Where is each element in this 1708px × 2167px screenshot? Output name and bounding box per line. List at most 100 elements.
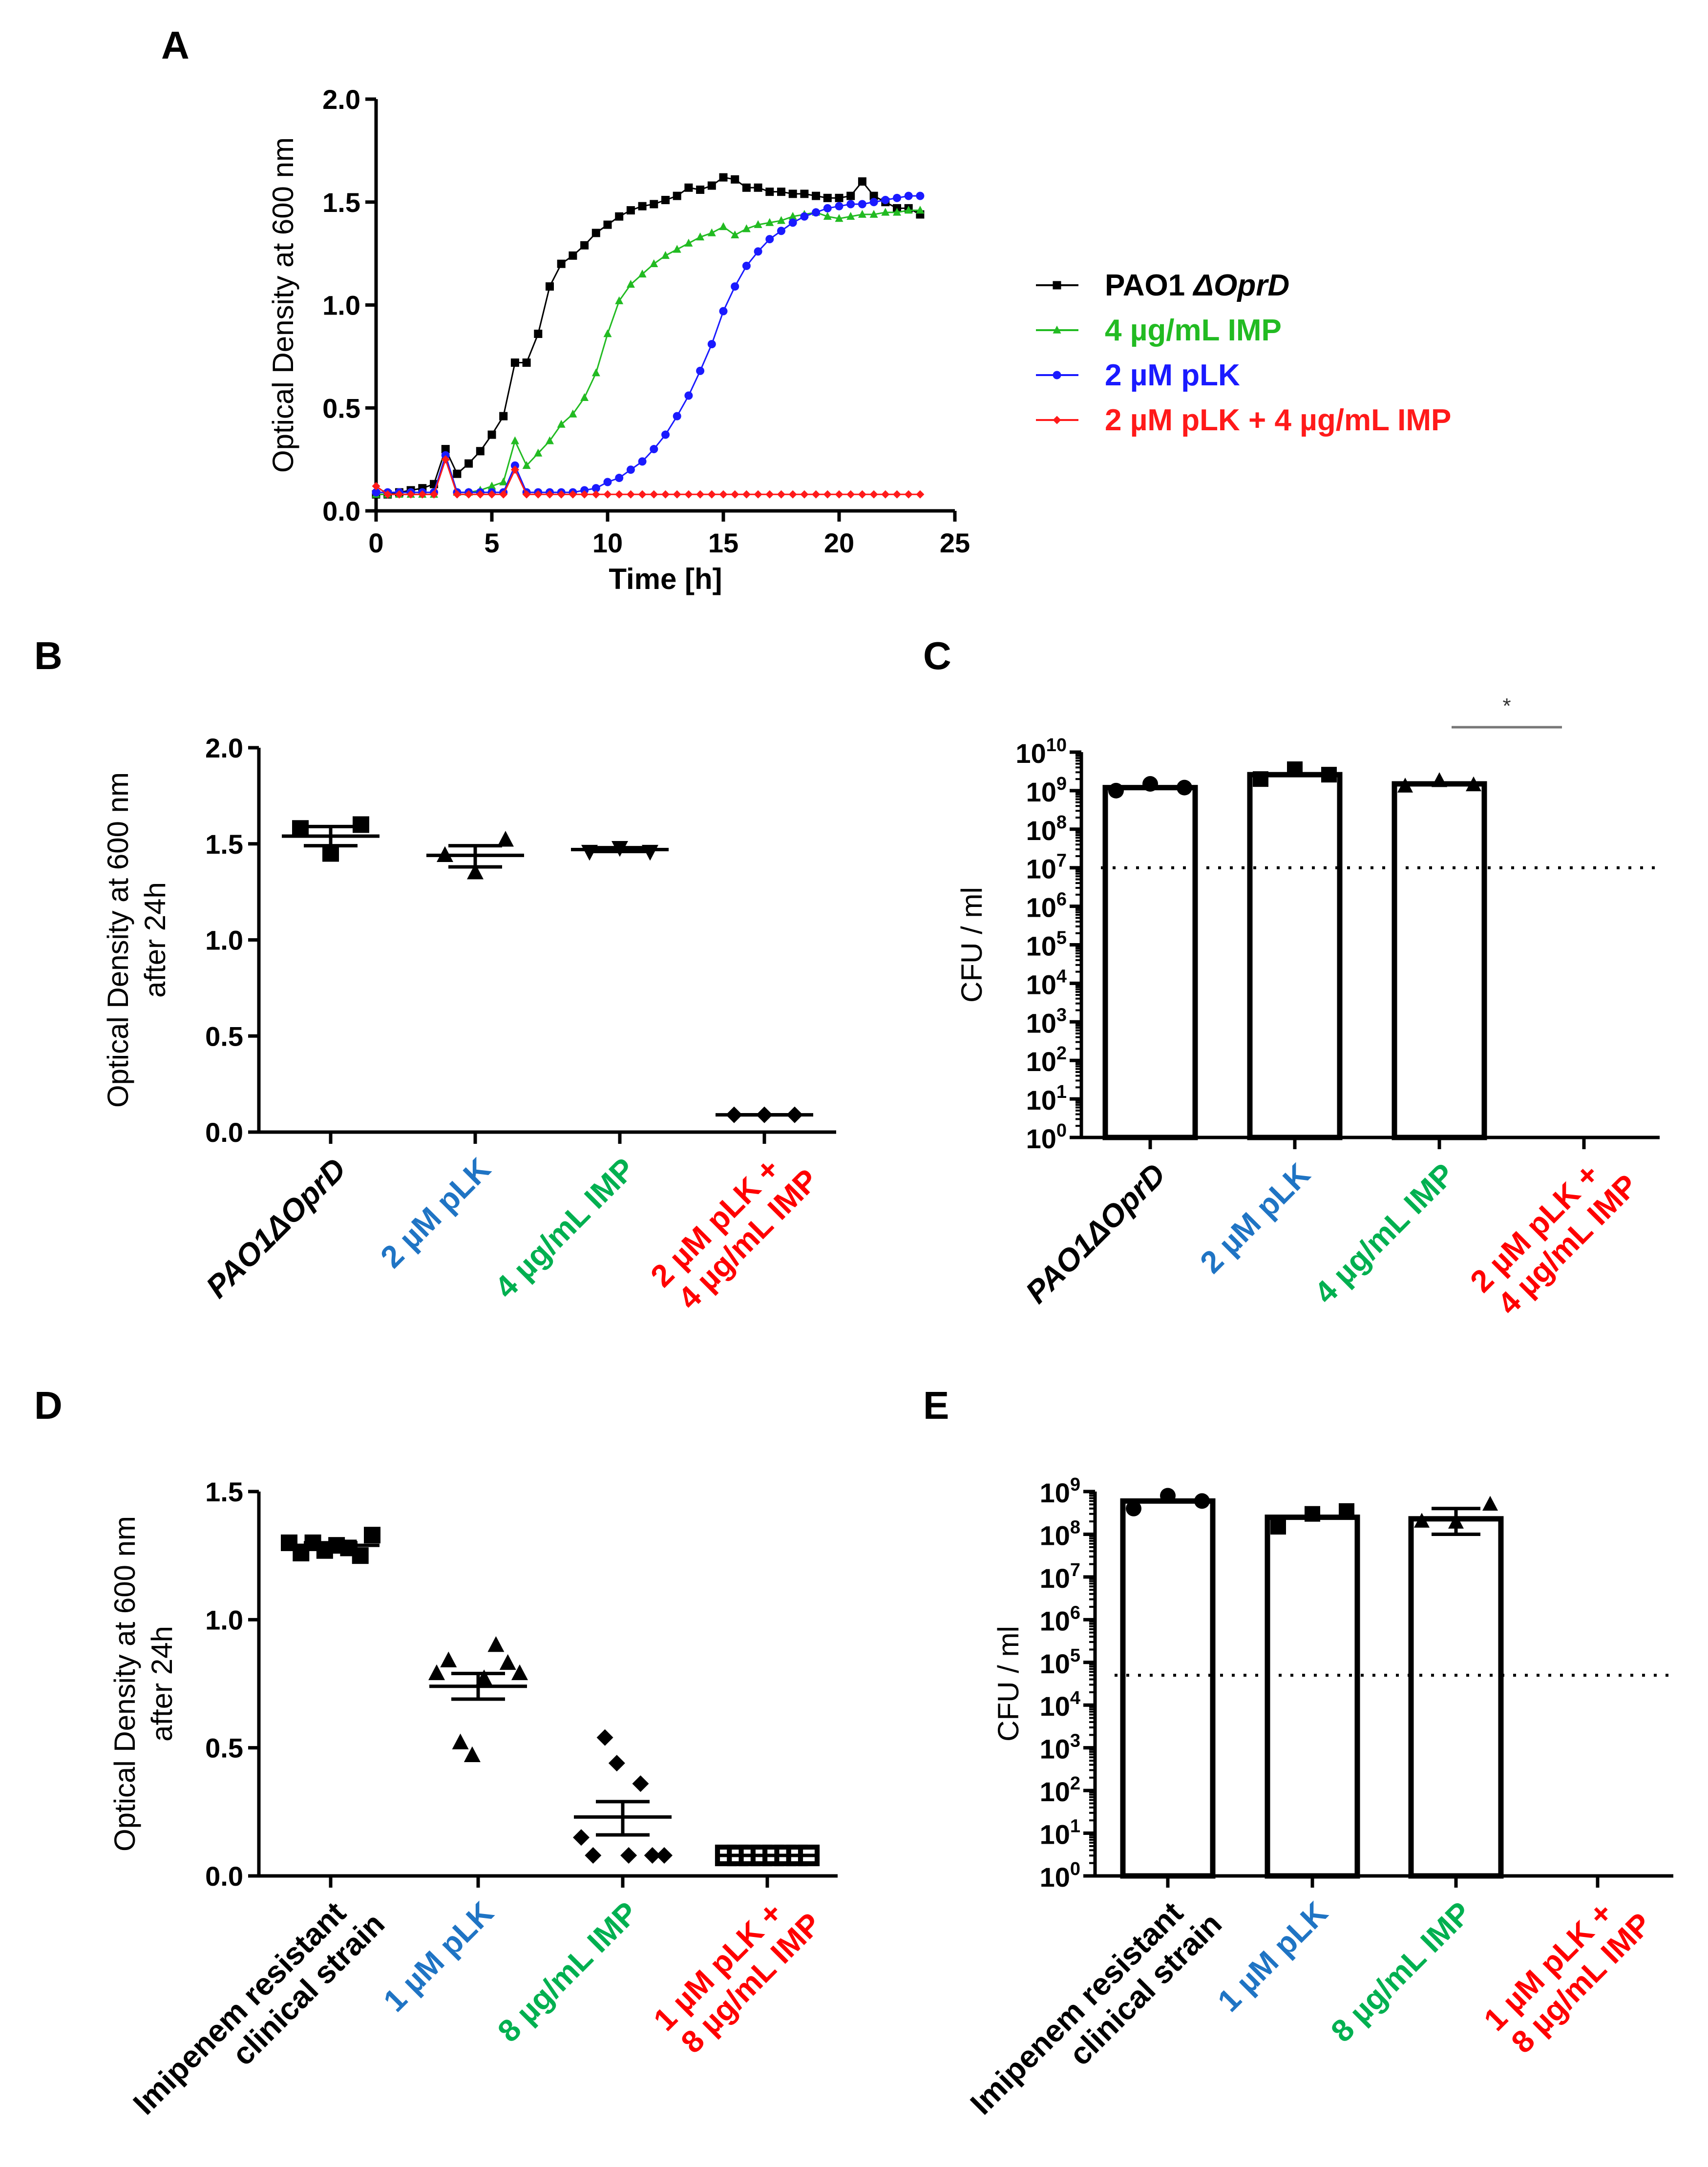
tick-exponent: 3 (1056, 1005, 1067, 1025)
data-point (534, 330, 543, 338)
data-point (800, 490, 809, 499)
bar (1247, 772, 1343, 1140)
data-point (719, 307, 728, 316)
tick-base: 10 (1040, 1691, 1070, 1722)
data-point (510, 465, 519, 474)
y-tick-label: 1010 (1015, 735, 1067, 769)
data-point (591, 229, 600, 237)
x-axis-title: Time [h] (609, 563, 722, 595)
tick-base: 10 (1040, 1477, 1070, 1508)
data-point (638, 202, 647, 210)
data-point (684, 391, 693, 400)
tick-base: 10 (1026, 892, 1056, 923)
data-point (754, 247, 762, 256)
data-point (858, 177, 866, 186)
tick-exponent: 7 (1056, 851, 1067, 871)
data-point (696, 490, 705, 499)
y-tick-label: 1.0 (205, 1604, 243, 1635)
x-tick-label: 0 (368, 527, 383, 558)
data-point (661, 490, 670, 499)
data-point (441, 455, 450, 464)
data-point (661, 196, 670, 205)
panel-letter: A (161, 23, 190, 67)
y-tick-label: 106 (1040, 1602, 1080, 1636)
data-point (788, 211, 797, 220)
data-point (754, 220, 762, 228)
legend-marker (1053, 325, 1061, 334)
bar (1408, 1516, 1504, 1879)
data-point (546, 436, 554, 444)
data-point (777, 227, 785, 235)
data-point (684, 183, 693, 192)
data-point (707, 181, 716, 190)
data-point (615, 296, 624, 304)
data-point (557, 259, 566, 268)
data-point (673, 245, 681, 253)
data-point (661, 251, 670, 259)
data-point (904, 191, 913, 200)
data-point (707, 340, 716, 349)
data-point (638, 490, 647, 499)
tick-exponent: 8 (1070, 1517, 1080, 1537)
data-point (395, 490, 403, 499)
tick-exponent: 2 (1056, 1043, 1067, 1064)
data-point (823, 204, 832, 212)
group-2 (1408, 1495, 1504, 1879)
data-point (869, 198, 878, 207)
y-axis-title: Optical Density at 600 nm (102, 772, 134, 1108)
data-point (292, 820, 309, 837)
tick-exponent: 3 (1070, 1731, 1080, 1751)
data-point (383, 490, 392, 499)
data-point (569, 409, 577, 418)
data-point (569, 251, 577, 260)
data-point (615, 490, 624, 499)
data-point (626, 490, 635, 499)
data-point (522, 461, 531, 469)
data-point (893, 490, 901, 499)
tick-exponent: 5 (1070, 1645, 1080, 1666)
y-tick-label: 103 (1040, 1731, 1080, 1765)
data-point (846, 490, 855, 499)
tick-base: 10 (1040, 1776, 1070, 1807)
data-point (452, 1733, 469, 1749)
group-2 (573, 1729, 673, 1864)
y-tick-label: 101 (1040, 1816, 1080, 1850)
data-point (591, 484, 600, 493)
series-3 (372, 455, 925, 499)
data-point (440, 1651, 457, 1667)
y-axis-title: after 24h (146, 1626, 178, 1742)
panel-letter: E (923, 1384, 949, 1427)
y-tick-label: 104 (1040, 1688, 1080, 1722)
data-point (869, 191, 878, 200)
data-point (487, 430, 496, 439)
data-point (777, 188, 785, 196)
y-tick-label: 102 (1026, 1043, 1067, 1077)
y-tick-label: 109 (1040, 1474, 1080, 1508)
legend-label: 2 µM pLK + 4 µg/mL IMP (1105, 403, 1451, 437)
data-point (322, 845, 339, 862)
data-point (731, 282, 739, 291)
data-point (603, 329, 612, 337)
tick-exponent: 0 (1070, 1859, 1080, 1879)
data-point (580, 241, 589, 250)
data-point (1414, 1513, 1430, 1528)
data-point (673, 191, 681, 200)
data-point (464, 459, 473, 468)
data-point (1194, 1493, 1210, 1509)
tick-base: 10 (1026, 1008, 1056, 1038)
y-tick-label: 105 (1040, 1645, 1080, 1679)
data-point (800, 189, 809, 198)
group-3 (716, 1106, 813, 1123)
tick-base: 10 (1040, 1862, 1070, 1893)
tick-exponent: 1 (1070, 1816, 1080, 1837)
legend-label-text: 4 µg/mL IMP (1105, 314, 1282, 347)
data-point (696, 232, 705, 241)
y-tick-label: 108 (1026, 812, 1067, 846)
data-point (858, 490, 866, 499)
tick-base: 10 (1040, 1563, 1070, 1594)
data-point (835, 202, 843, 210)
tick-base: 10 (1040, 1819, 1070, 1850)
data-point (916, 191, 925, 200)
y-tick-label: 0.0 (205, 1861, 243, 1892)
data-point (881, 196, 890, 205)
